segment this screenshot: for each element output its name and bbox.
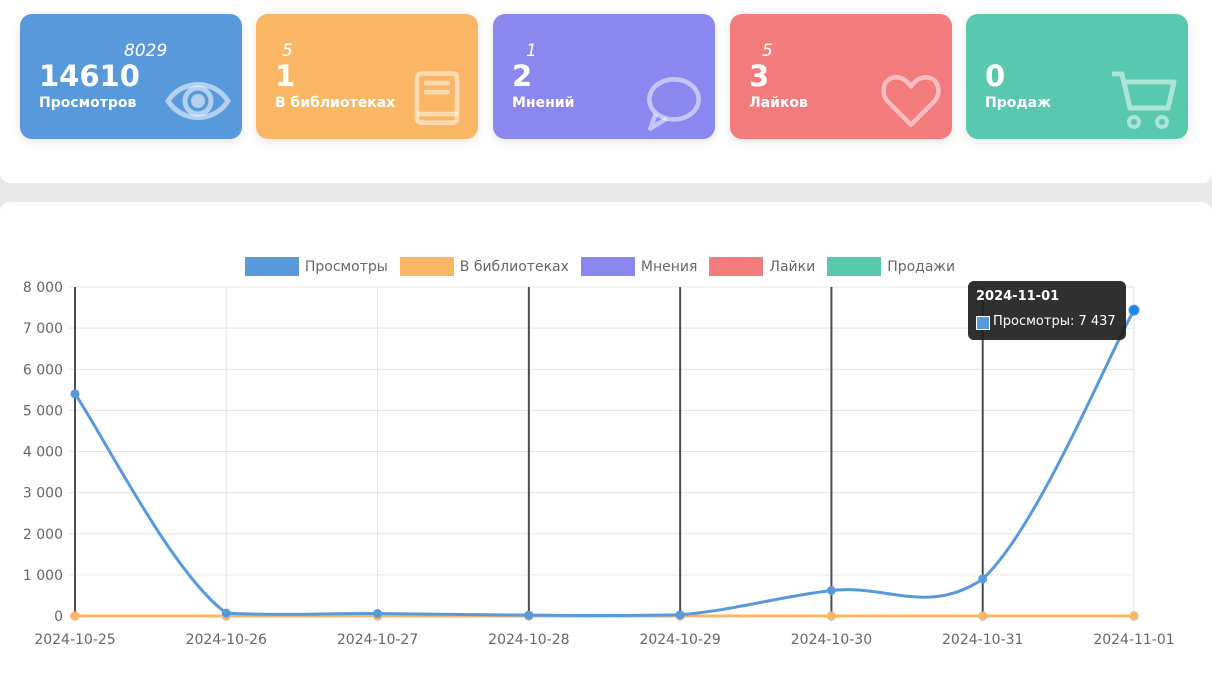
legend-swatch-sales bbox=[827, 257, 882, 276]
legend-label-opinions: Мнения bbox=[640, 258, 698, 275]
y-tick-label: 0 bbox=[54, 609, 63, 625]
x-tick-label: 2024-10-27 bbox=[337, 632, 418, 648]
x-tick-label: 2024-10-30 bbox=[791, 632, 872, 648]
data-point bbox=[1128, 304, 1140, 316]
likes-secondary-count: 5 bbox=[762, 41, 773, 61]
x-tick-label: 2024-10-25 bbox=[34, 632, 115, 648]
x-tick-label: 2024-10-31 bbox=[942, 632, 1023, 648]
stat-card-sales[interactable]: 0 Продаж bbox=[966, 14, 1188, 139]
line-chart[interactable]: 0 1 000 2 000 3 000 4 000 5 000 6 000 7 000 8 00… bbox=[0, 202, 1212, 696]
data-point bbox=[70, 389, 80, 399]
y-tick-label: 4 000 bbox=[23, 445, 63, 461]
tooltip-title: 2024-11-01 bbox=[976, 289, 1060, 304]
chart-tooltip: 2024-11-01 Просмотры: 7 437 bbox=[968, 281, 1126, 340]
stat-card-opinions[interactable]: 1 2 Мнений bbox=[493, 14, 715, 139]
legend-item-sales[interactable]: Продажи bbox=[827, 257, 955, 276]
y-tick-label: 1 000 bbox=[23, 568, 63, 584]
data-point bbox=[1129, 611, 1139, 621]
x-tick-label: 2024-10-28 bbox=[488, 632, 569, 648]
y-tick-label: 6 000 bbox=[23, 362, 63, 378]
opinions-label: Мнений bbox=[512, 95, 575, 111]
data-point bbox=[675, 610, 685, 620]
sales-count: 0 bbox=[985, 59, 1006, 93]
data-point bbox=[373, 609, 383, 619]
views-secondary-count: 8029 bbox=[124, 41, 168, 61]
data-point bbox=[978, 574, 988, 584]
chart-panel: Просмотры В библиотеках Мнения Лайки Про… bbox=[0, 202, 1212, 696]
legend-swatch-likes bbox=[709, 257, 764, 276]
y-tick-label: 3 000 bbox=[23, 486, 63, 502]
eye-icon bbox=[165, 82, 231, 120]
likes-label: Лайков bbox=[749, 95, 808, 111]
legend-swatch-views bbox=[244, 257, 299, 276]
views-label: Просмотров bbox=[39, 95, 137, 111]
data-point bbox=[524, 610, 534, 620]
libraries-count: 1 bbox=[275, 59, 296, 93]
libraries-secondary-count: 5 bbox=[282, 41, 293, 61]
y-tick-label: 5 000 bbox=[23, 403, 63, 419]
y-tick-label: 8 000 bbox=[23, 280, 63, 296]
legend-item-libraries[interactable]: В библиотеках bbox=[399, 257, 569, 276]
stat-card-libraries[interactable]: 5 1 В библиотеках bbox=[256, 14, 478, 139]
legend-swatch-libraries bbox=[399, 257, 454, 276]
views-count: 14610 bbox=[39, 59, 140, 93]
y-tick-label: 2 000 bbox=[23, 527, 63, 543]
series-line-0 bbox=[73, 309, 1136, 618]
opinions-secondary-count: 1 bbox=[526, 41, 537, 61]
sales-label: Продаж bbox=[985, 95, 1052, 111]
legend-label-sales: Продажи bbox=[887, 258, 956, 275]
opinions-count: 2 bbox=[512, 59, 533, 93]
tooltip-swatch bbox=[976, 316, 990, 330]
legend-item-likes[interactable]: Лайки bbox=[709, 257, 815, 276]
legend-item-opinions[interactable]: Мнения bbox=[580, 257, 698, 276]
likes-count: 3 bbox=[749, 59, 770, 93]
data-point bbox=[221, 608, 231, 618]
stats-panel: 8029 14610 Просмотров 5 1 В библиотеках … bbox=[0, 0, 1212, 183]
libraries-label: В библиотеках bbox=[275, 95, 396, 111]
cart-icon bbox=[1112, 71, 1177, 129]
data-point bbox=[70, 611, 80, 621]
data-point bbox=[826, 586, 836, 596]
data-point bbox=[826, 611, 836, 621]
book-icon bbox=[414, 71, 460, 125]
stat-card-likes[interactable]: 5 3 Лайков bbox=[730, 14, 952, 139]
stat-card-views[interactable]: 8029 14610 Просмотров bbox=[20, 14, 242, 139]
x-tick-label: 2024-10-26 bbox=[186, 632, 267, 648]
legend-label-likes: Лайки bbox=[769, 258, 816, 275]
y-tick-label: 7 000 bbox=[23, 321, 63, 337]
x-tick-label: 2024-10-29 bbox=[639, 632, 720, 648]
legend-label-views: Просмотры bbox=[304, 258, 388, 275]
legend-label-libraries: В библиотеках bbox=[459, 258, 569, 275]
legend-swatch-opinions bbox=[580, 257, 635, 276]
chart-legend: Просмотры В библиотеках Мнения Лайки Про… bbox=[0, 257, 1200, 276]
heart-icon bbox=[881, 75, 941, 127]
data-point bbox=[978, 611, 988, 621]
legend-item-views[interactable]: Просмотры bbox=[244, 257, 388, 276]
tooltip-line: Просмотры: 7 437 bbox=[993, 314, 1116, 329]
speech-bubble-icon bbox=[647, 77, 701, 131]
x-tick-label: 2024-11-01 bbox=[1093, 632, 1174, 648]
